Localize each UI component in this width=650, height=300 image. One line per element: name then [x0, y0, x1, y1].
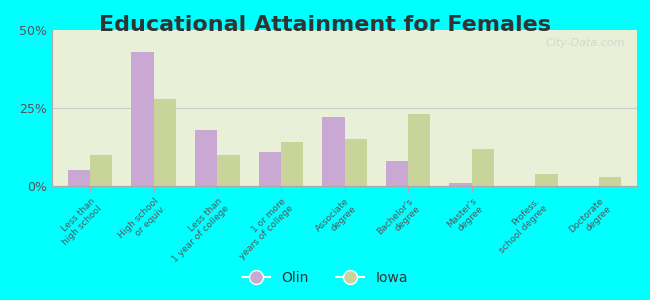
Bar: [535, 173, 558, 186]
Bar: [472, 148, 494, 186]
Legend: Olin, Iowa: Olin, Iowa: [237, 265, 413, 290]
Bar: [322, 117, 344, 186]
Bar: [195, 130, 217, 186]
Bar: [281, 142, 303, 186]
Bar: [131, 52, 154, 186]
Text: Educational Attainment for Females: Educational Attainment for Females: [99, 15, 551, 35]
Bar: [217, 155, 240, 186]
Bar: [344, 139, 367, 186]
Bar: [599, 177, 621, 186]
Bar: [386, 161, 408, 186]
Bar: [449, 183, 472, 186]
Bar: [154, 99, 176, 186]
Bar: [259, 152, 281, 186]
Bar: [90, 155, 112, 186]
Text: City-Data.com: City-Data.com: [546, 38, 625, 48]
Bar: [408, 114, 430, 186]
Bar: [68, 170, 90, 186]
